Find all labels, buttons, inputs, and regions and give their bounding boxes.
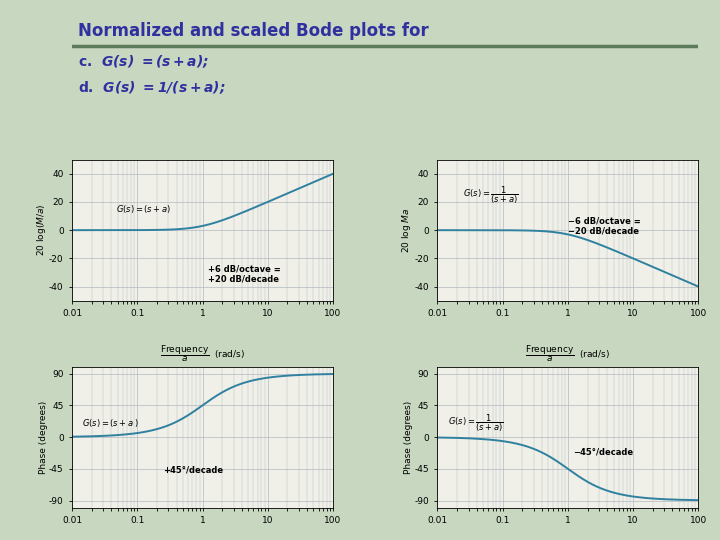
Text: $G(s) = (s + a\,)$: $G(s) = (s + a\,)$ [82, 417, 139, 429]
Text: −6 dB/octave =
−20 dB/decade: −6 dB/octave = −20 dB/decade [568, 216, 641, 235]
Text: $G(s) = (s + a)$: $G(s) = (s + a)$ [117, 203, 171, 215]
Y-axis label: Phase (degrees): Phase (degrees) [404, 401, 413, 474]
Text: $\dfrac{\mathrm{Frequency}}{a}$  (rad/s): $\dfrac{\mathrm{Frequency}}{a}$ (rad/s) [160, 343, 245, 364]
Text: c.  $\bfit{G(s)}$ $\bfit{= (s+a);}$: c. $\bfit{G(s)}$ $\bfit{= (s+a);}$ [78, 53, 210, 70]
Text: $\dfrac{\mathrm{Frequency}}{a}$  (rad/s): $\dfrac{\mathrm{Frequency}}{a}$ (rad/s) [526, 343, 611, 364]
Y-axis label: Phase (degrees): Phase (degrees) [39, 401, 48, 474]
Text: −45°/decade: −45°/decade [573, 447, 634, 456]
Text: $G(s) = \dfrac{1}{(s+a)}$: $G(s) = \dfrac{1}{(s+a)}$ [464, 184, 519, 206]
Y-axis label: 20 log$(M/a)$: 20 log$(M/a)$ [35, 204, 48, 256]
Y-axis label: 20 log $Ma$: 20 log $Ma$ [400, 207, 413, 253]
Text: Normalized and scaled Bode plots for: Normalized and scaled Bode plots for [78, 22, 429, 40]
Text: d.  $\bfit{G(s)}$ $\bfit{= 1/(s+a);}$: d. $\bfit{G(s)}$ $\bfit{= 1/(s+a);}$ [78, 80, 226, 97]
Text: +45°/decade: +45°/decade [163, 465, 223, 474]
Text: +6 dB/octave =
+20 dB/decade: +6 dB/octave = +20 dB/decade [208, 265, 281, 284]
Text: $G(s) = \dfrac{1}{(s+a)}$: $G(s) = \dfrac{1}{(s+a)}$ [448, 412, 504, 434]
